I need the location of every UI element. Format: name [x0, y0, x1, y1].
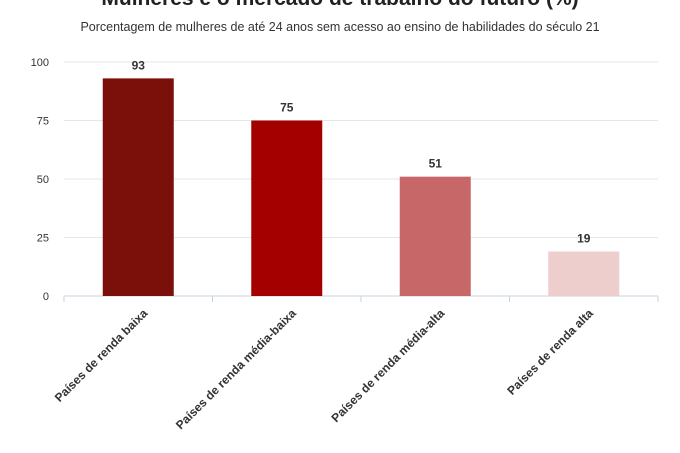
chart-title: Mulheres e o mercado de trabalho do futu…: [0, 0, 680, 11]
bar: [102, 78, 174, 296]
bar: [548, 251, 620, 296]
x-tick-label: Países de renda alta: [504, 306, 596, 398]
chart-subtitle: Porcentagem de mulheres de até 24 anos s…: [80, 20, 600, 34]
data-label: 19: [577, 232, 591, 246]
data-label: 93: [132, 58, 146, 72]
y-tick-label: 100: [31, 57, 49, 69]
data-label: 51: [429, 157, 443, 171]
x-tick-label: Países de renda média-baixa: [173, 306, 299, 432]
y-tick-label: 50: [37, 174, 49, 186]
y-tick-label: 75: [37, 116, 49, 128]
data-label: 75: [280, 101, 294, 115]
x-tick-label: Países de renda baixa: [52, 306, 151, 405]
bar: [251, 120, 323, 296]
y-tick-label: 25: [37, 233, 49, 245]
y-tick-label: 0: [43, 291, 49, 303]
footer-source: [10, 444, 670, 453]
bar: [399, 176, 471, 296]
x-tick-label: Países de renda média-alta: [329, 306, 448, 425]
